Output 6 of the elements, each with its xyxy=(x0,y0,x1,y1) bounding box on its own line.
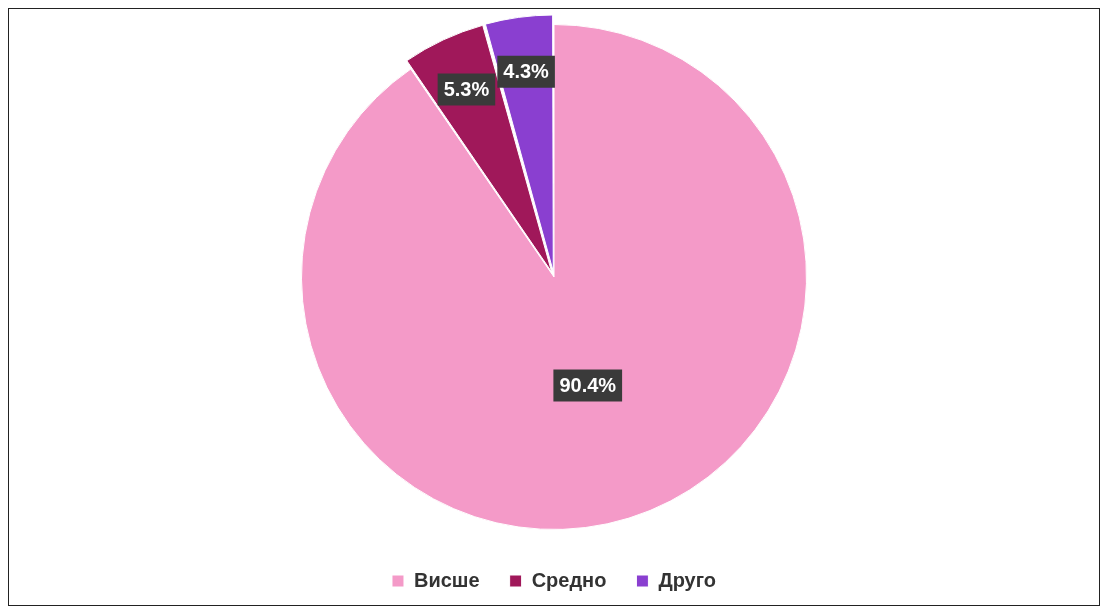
data-label: 90.4% xyxy=(559,374,617,397)
data-label: 5.3% xyxy=(443,77,490,100)
data-label: 4.3% xyxy=(503,60,550,83)
legend-label: Друго xyxy=(658,568,717,591)
legend-label: Средно xyxy=(531,568,607,591)
legend-label: Висше xyxy=(413,568,480,591)
